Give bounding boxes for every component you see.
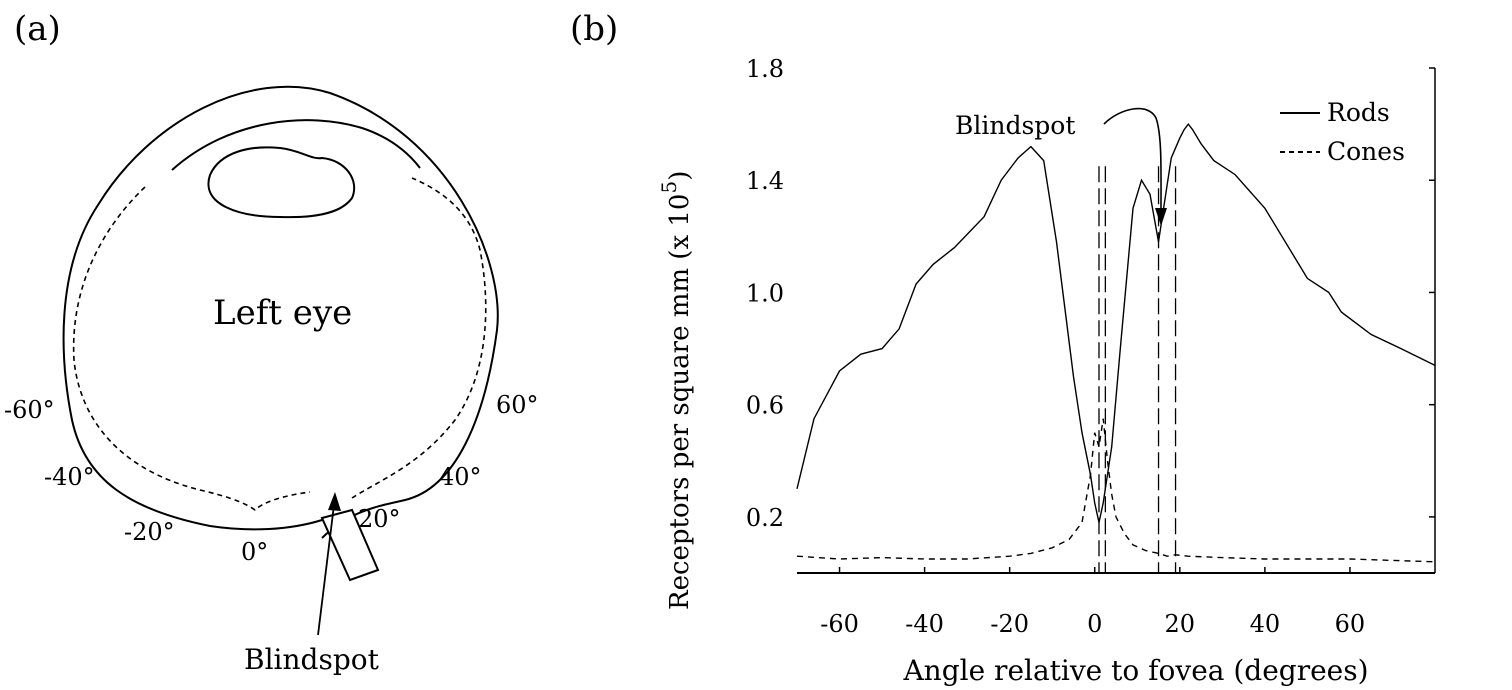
x-axis-title: Angle relative to fovea (degrees) <box>902 654 1368 687</box>
panel-a: (a) Left eye Blindspot -60° -40° -20° 0°… <box>4 9 539 676</box>
angle-label-neg60: -60° <box>4 396 55 424</box>
angle-label-neg20: -20° <box>124 518 175 546</box>
x-tick-label: 20 <box>1165 610 1196 638</box>
eye-outer-outline <box>62 85 499 539</box>
blindspot-label-b: Blindspot <box>955 111 1075 140</box>
optic-nerve <box>320 508 380 582</box>
axes: -60 -40 -20 0 20 40 60 0.2 0.6 1.0 1.4 1.8 <box>746 55 1436 638</box>
blindspot-arrow-head <box>328 492 341 511</box>
y-tick-label: 1.4 <box>746 167 784 195</box>
eye-inner-arc <box>171 119 421 171</box>
eye-label: Left eye <box>213 293 352 333</box>
x-tick-label: 40 <box>1250 610 1281 638</box>
blindspot-annotation-arrowhead <box>1155 208 1167 226</box>
blindspot-arrow-line <box>317 504 335 636</box>
legend-cones-label: Cones <box>1327 137 1405 166</box>
angle-label-60: 60° <box>496 391 539 419</box>
y-tick-label: 1.8 <box>746 55 784 83</box>
y-axis-title-close: ) <box>665 171 695 181</box>
angle-label-0: 0° <box>241 538 268 566</box>
panel-a-label: (a) <box>14 9 61 49</box>
y-tick-label: 0.2 <box>746 504 784 532</box>
legend: Rods Cones <box>1280 98 1405 166</box>
x-tick-label: -20 <box>990 610 1029 638</box>
angle-label-20: 20° <box>358 505 401 533</box>
legend-rods-label: Rods <box>1327 98 1390 127</box>
x-tick-label: -40 <box>905 610 944 638</box>
y-axis-title: Receptors per square mm (x 105) <box>657 171 695 610</box>
eye-retina-dashed <box>72 186 311 512</box>
x-tick-label: -60 <box>820 610 859 638</box>
eye-lens <box>207 146 356 219</box>
blindspot-label-a: Blindspot <box>244 643 380 676</box>
plot-series <box>796 122 1436 573</box>
y-axis-title-main: Receptors per square mm (x 10 <box>665 194 695 610</box>
x-tick-label: 60 <box>1335 610 1366 638</box>
y-tick-label: 0.6 <box>746 392 784 420</box>
panel-b: (b) Receptors per square mm (x 105) Angl… <box>570 9 1436 687</box>
panel-b-label: (b) <box>570 9 618 49</box>
series-line-rods <box>796 122 1436 523</box>
angle-label-40: 40° <box>439 463 482 491</box>
series-line-cones <box>796 418 1436 563</box>
y-axis-title-sup: 5 <box>657 181 681 194</box>
blindspot-annotation-arrow <box>1103 107 1162 211</box>
x-tick-label: 0 <box>1087 610 1102 638</box>
y-tick-label: 1.0 <box>746 279 784 307</box>
angle-label-neg40: -40° <box>44 463 95 491</box>
eye-retina-dashed-right <box>351 177 487 499</box>
